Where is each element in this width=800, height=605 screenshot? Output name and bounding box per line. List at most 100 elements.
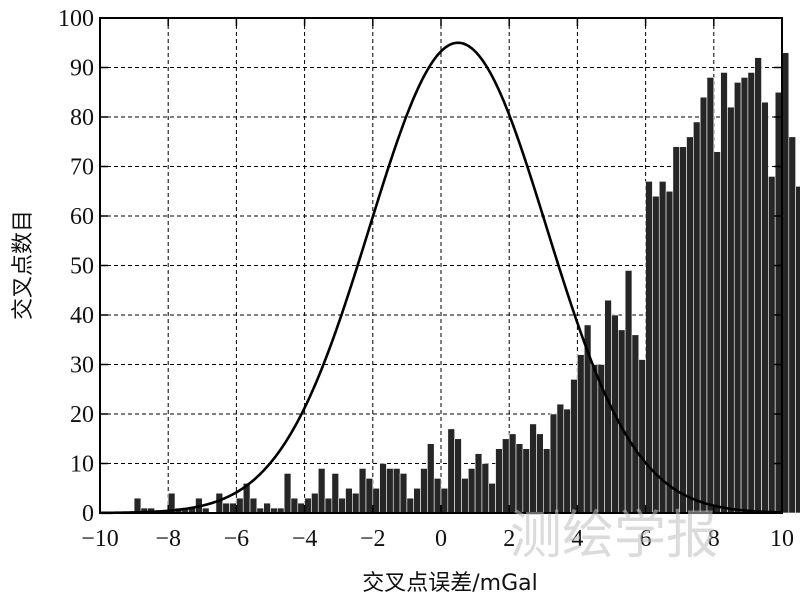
x-axis-title: 交叉点误差/mGal [362,571,538,596]
histogram-bar [427,443,435,514]
histogram-bar [652,195,660,514]
histogram-bar [440,487,449,514]
x-tick-label: 4 [571,526,583,552]
histogram-bar [488,482,496,514]
histogram-bar [447,428,455,514]
histogram-bar [624,270,633,514]
x-tick-label: −6 [224,526,250,552]
histogram-bar [631,334,640,514]
histogram-bar [768,176,776,514]
y-tick-label: 20 [70,402,94,428]
histogram-bar [570,379,578,514]
y-tick-label: 30 [70,353,94,379]
histogram-bar [733,82,742,514]
histogram-bar [590,364,599,514]
y-tick-label: 100 [58,6,94,32]
x-tick-label: 8 [708,526,720,552]
histogram-bar [345,487,353,514]
y-tick-label: 40 [70,303,94,329]
histogram-bar [338,497,346,514]
histogram-bar [454,438,462,514]
histogram-bar [311,492,319,514]
histogram-bar [536,433,544,514]
histogram-bar [665,190,674,514]
x-tick-label: 2 [503,526,515,552]
x-tick-label: −2 [360,526,386,552]
histogram-bar [290,497,299,514]
histogram-bar [747,72,756,514]
histogram-bar [215,492,224,514]
y-tick-labels: 0 10 20 30 40 50 60 70 80 90 100 [58,6,94,527]
histogram-bar [522,448,530,514]
histogram-bar [502,438,510,514]
histogram-bar [406,497,415,514]
histogram-bar [236,497,244,514]
y-tick-label: 60 [70,204,94,230]
histogram-bar [283,473,292,514]
histogram-bar [658,181,667,514]
histogram-bar [508,433,517,514]
histogram-bar [713,151,721,514]
histogram-bar [474,453,483,514]
histogram-bar [549,413,558,514]
x-tick-label: 10 [770,526,794,552]
y-tick-label: 90 [70,56,94,82]
histogram-bar [324,497,333,514]
histogram-bar [686,136,694,514]
histogram-bar [352,492,360,514]
histogram-bar [679,146,687,514]
histogram-bar [529,423,537,514]
histogram-bar [481,463,490,514]
x-tick-label: −4 [292,526,318,552]
histogram-bar [372,487,380,514]
histogram-bar [577,354,585,514]
histogram-bar [317,468,326,514]
y-axis-title: 交叉点数目 [11,210,36,320]
histogram-bar [413,487,421,514]
histogram-bar [720,72,728,514]
histogram-bars [133,52,800,514]
x-tick-label: 0 [435,526,447,552]
histogram-bar [399,473,408,514]
axis-ticks [99,17,783,514]
histogram-bar [693,121,701,514]
y-tick-label: 80 [70,105,94,131]
histogram-bar [229,502,237,514]
histogram-bar [365,478,374,514]
histogram-bar [706,77,715,514]
histogram-bar [433,478,442,514]
x-tick-label: 6 [640,526,652,552]
histogram-bar [672,146,681,514]
histogram-bar [297,502,305,514]
histogram-bar [249,497,258,514]
histogram-bar [774,91,783,514]
histogram-bar [563,408,571,514]
histogram-bar [638,359,646,514]
histogram-bar [461,478,469,514]
histogram-bar [467,468,476,514]
watermark-text: 测绘学报 [510,506,718,566]
histogram-bar [304,497,312,514]
histogram-bar [740,77,749,514]
histogram-bar [542,448,551,514]
histogram-bar [515,443,524,514]
y-tick-label: 0 [82,501,94,527]
histogram-bar [788,136,796,514]
x-tick-labels: −10 −8 −6 −4 −2 0 2 4 6 8 10 [81,526,794,552]
histogram-bar [556,403,565,514]
x-tick-label: −8 [155,526,181,552]
histogram-bar [495,448,503,514]
histogram-bar [386,468,394,514]
histogram-bar [133,497,142,514]
histogram-bar [727,106,735,514]
histogram-bar [222,502,230,514]
normal-distribution-curve [99,41,783,515]
histogram-bar [761,101,769,514]
histogram-bar [358,468,367,514]
histogram-bar [754,57,762,514]
histogram-bar [379,463,387,514]
histogram-bar [699,96,708,514]
histogram-bar [781,52,790,514]
histogram-bar [392,468,401,514]
